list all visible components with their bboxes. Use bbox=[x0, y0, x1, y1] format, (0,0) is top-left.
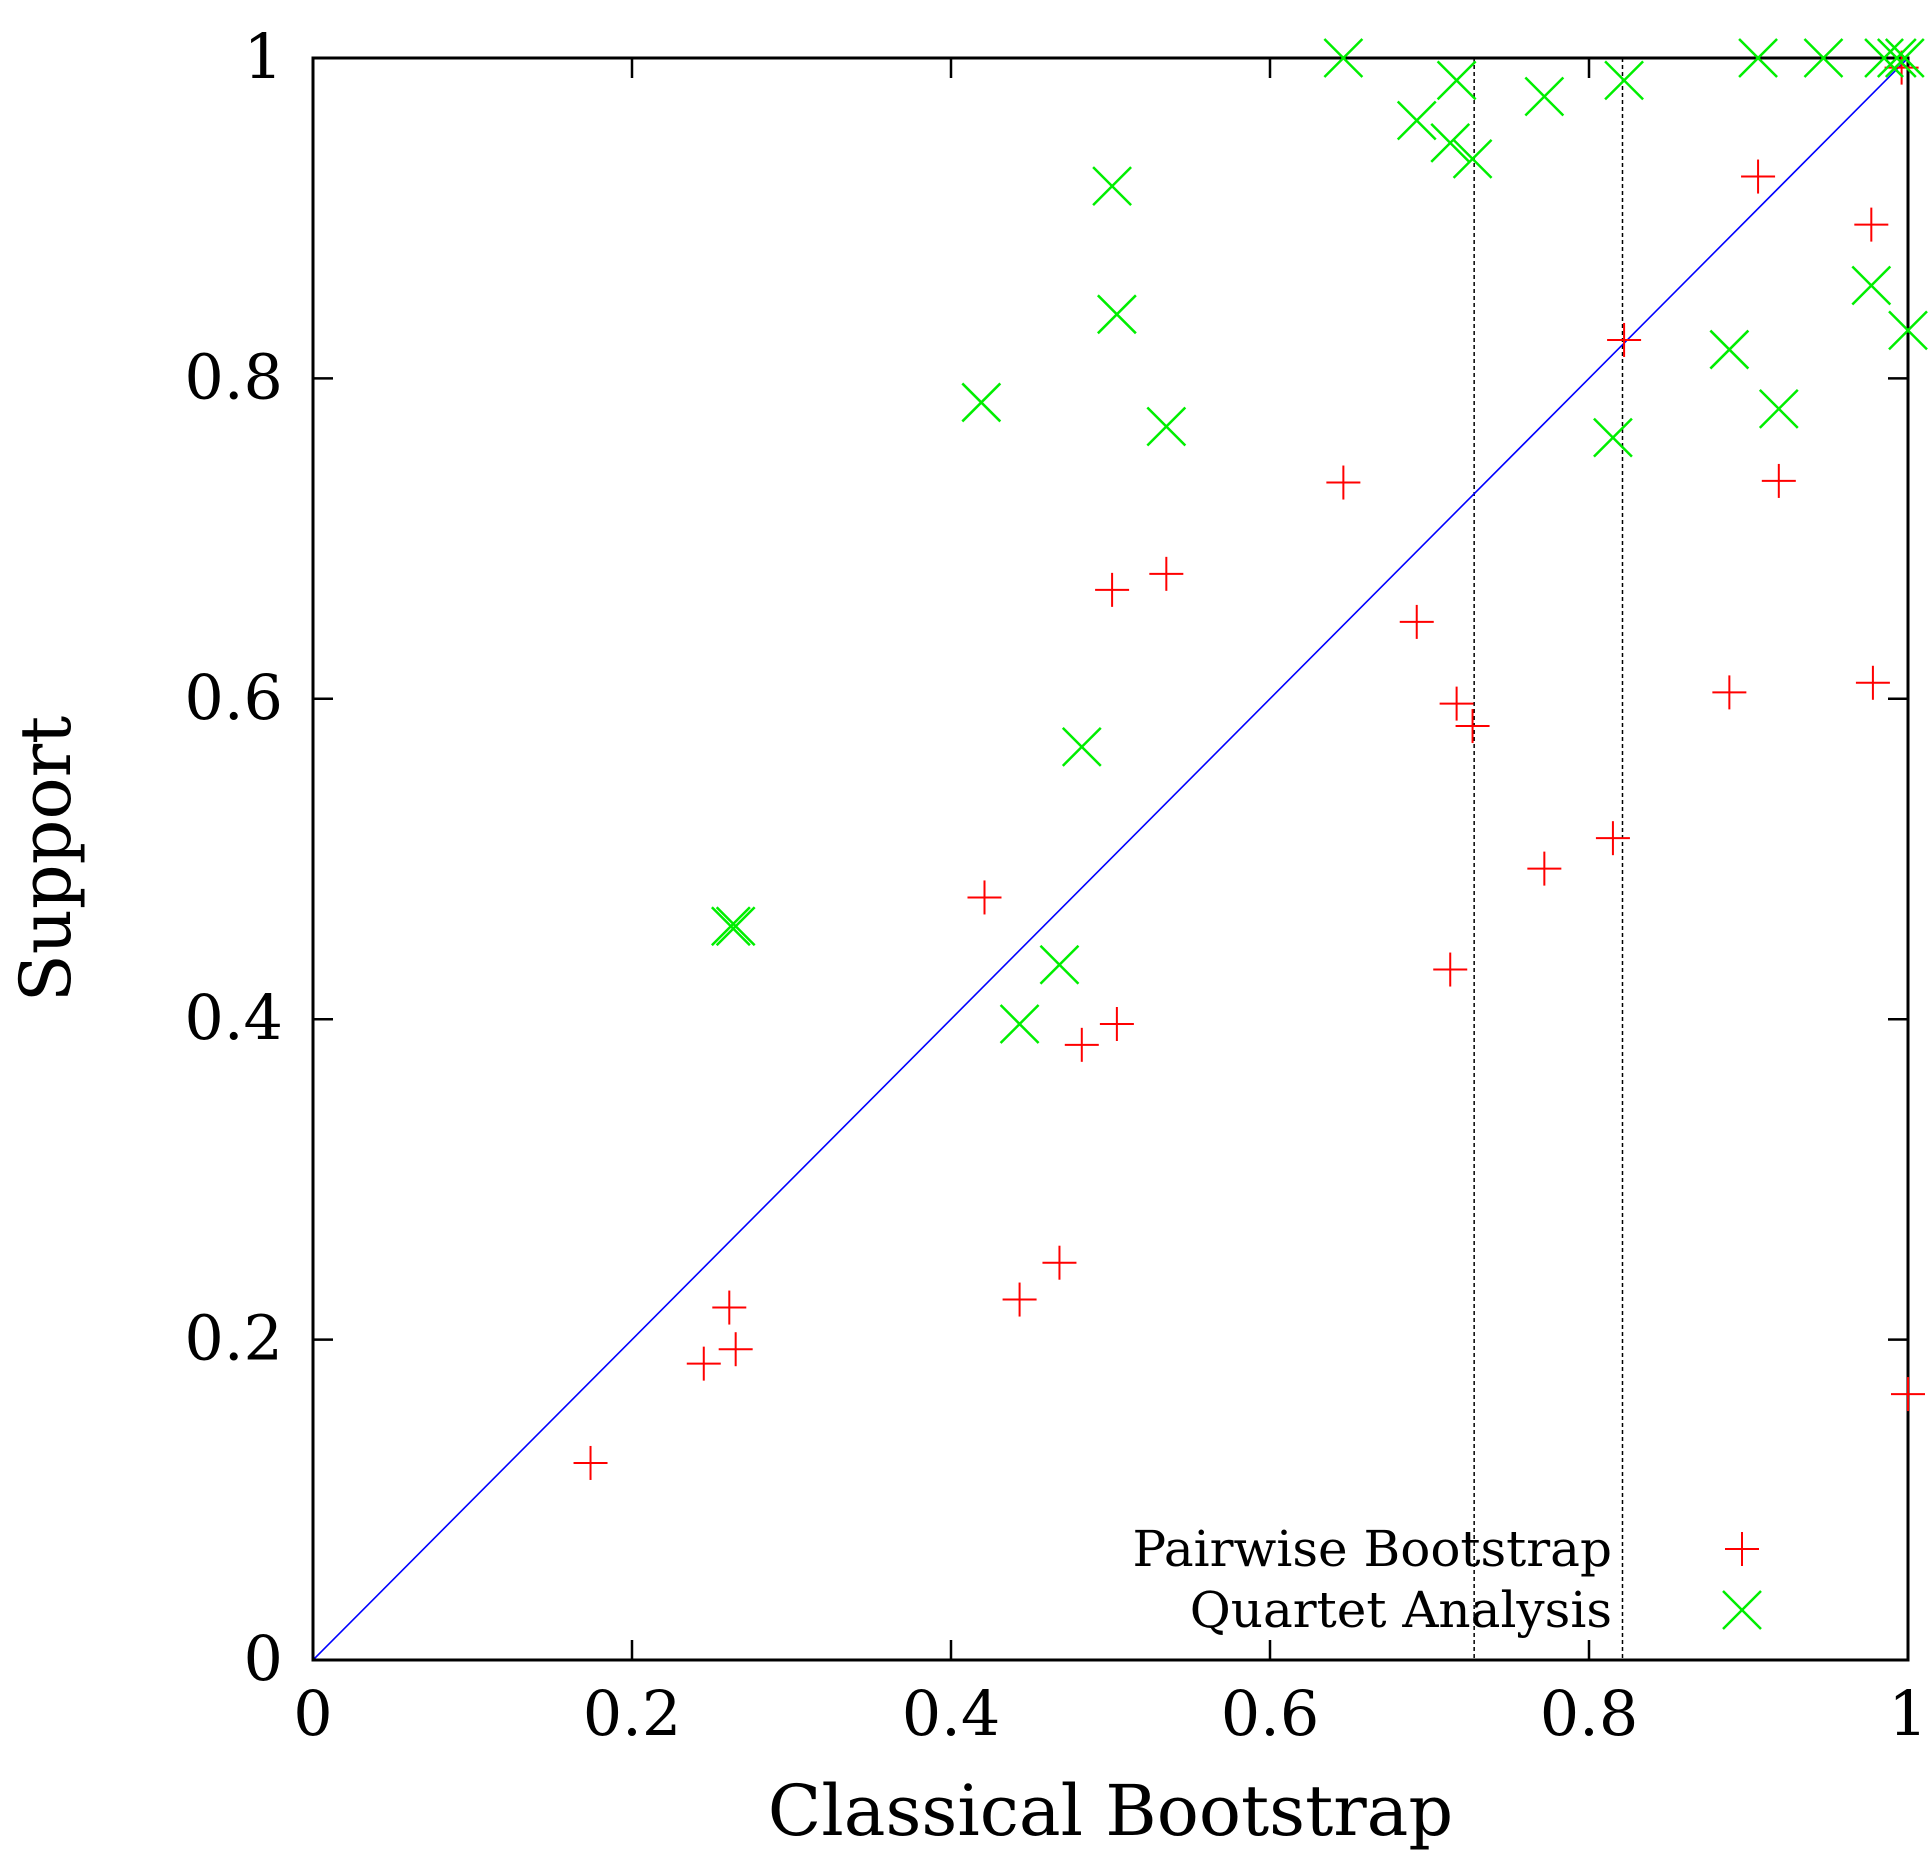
pairwise-bootstrap-point bbox=[1527, 851, 1562, 886]
pairwise-bootstrap-point bbox=[1595, 821, 1630, 856]
quartet-analysis-point bbox=[1604, 60, 1644, 101]
quartet-analysis-point bbox=[1864, 38, 1904, 78]
pairwise-bootstrap-point bbox=[967, 880, 1002, 915]
pairwise-bootstrap-point bbox=[686, 1346, 721, 1381]
y-tick-label: 0.8 bbox=[184, 340, 283, 413]
x-tick-label: 0.4 bbox=[902, 1677, 1001, 1750]
quartet-analysis-point bbox=[1851, 265, 1892, 306]
x-tick-label: 0.8 bbox=[1540, 1677, 1639, 1750]
quartet-analysis-point bbox=[1396, 100, 1437, 141]
y-axis-label: Support bbox=[5, 716, 87, 1002]
pairwise-bootstrap-point bbox=[712, 1290, 747, 1325]
legend-swatch-cross bbox=[1722, 1590, 1762, 1630]
quartet-analysis-point bbox=[1524, 76, 1565, 117]
x-tick-label: 0.6 bbox=[1221, 1677, 1320, 1750]
pairwise-bootstrap-point bbox=[1439, 686, 1474, 721]
x-axis-label: Classical Bootstrap bbox=[768, 1770, 1453, 1852]
pairwise-bootstrap-point bbox=[1455, 709, 1490, 744]
quartet-analysis-point bbox=[961, 382, 1002, 423]
pairwise-bootstrap-point bbox=[1433, 952, 1468, 987]
y-tick-label: 0.4 bbox=[184, 981, 283, 1054]
quartet-analysis-point bbox=[1323, 38, 1364, 78]
tick-layer: 0 0.2 0.4 0.6 0.8 1 0 0.2 0.4 0.6 0.8 1 bbox=[184, 20, 1927, 1750]
quartet-analysis-point bbox=[1061, 726, 1102, 767]
y-tick-label: 0.6 bbox=[184, 661, 283, 734]
quartet-analysis-point bbox=[1738, 38, 1778, 78]
quartet-analysis-point bbox=[1436, 60, 1477, 101]
pairwise-bootstrap-point bbox=[1855, 665, 1890, 700]
quartet-analysis-point bbox=[711, 906, 751, 947]
pairwise-bootstrap-point bbox=[1042, 1245, 1077, 1280]
pairwise-bootstrap-point bbox=[1064, 1027, 1099, 1062]
quartet-analysis-point bbox=[1092, 166, 1132, 207]
pairwise-bootstrap-point bbox=[1149, 556, 1184, 591]
quartet-analysis-point bbox=[1884, 38, 1925, 78]
quartet-analysis-point bbox=[999, 1004, 1040, 1044]
legend-swatch-plus bbox=[1725, 1532, 1759, 1566]
quartet-analysis-point bbox=[1039, 944, 1080, 985]
quartet-analysis-point bbox=[1430, 123, 1471, 163]
legend-label: Quartet Analysis bbox=[1190, 1581, 1612, 1639]
pairwise-bootstrap-point bbox=[1002, 1282, 1037, 1317]
pairwise-bootstrap-point bbox=[1099, 1007, 1134, 1042]
points-layer bbox=[573, 38, 1928, 1480]
y-tick-label: 1 bbox=[244, 20, 283, 93]
quartet-analysis-point bbox=[1709, 329, 1750, 370]
quartet-analysis-point bbox=[1758, 388, 1799, 429]
pairwise-bootstrap-point bbox=[1095, 572, 1130, 607]
quartet-analysis-point bbox=[1593, 417, 1633, 458]
plot-frame-layer bbox=[311, 56, 1910, 1662]
pairwise-bootstrap-point bbox=[718, 1332, 753, 1367]
y-tick-label: 0 bbox=[244, 1622, 283, 1695]
diagonal-reference-line bbox=[312, 57, 1909, 1661]
quartet-analysis-point bbox=[715, 906, 756, 947]
legend-label: Pairwise Bootstrap bbox=[1132, 1520, 1612, 1578]
quartet-analysis-point bbox=[1803, 38, 1844, 78]
quartet-analysis-point bbox=[1146, 406, 1187, 447]
pairwise-bootstrap-point bbox=[1399, 604, 1434, 639]
pairwise-bootstrap-point bbox=[1854, 207, 1889, 242]
x-tick-label: 0 bbox=[293, 1677, 332, 1750]
quartet-analysis-point bbox=[1096, 294, 1137, 335]
pairwise-bootstrap-point bbox=[1741, 159, 1776, 194]
y-tick-label: 0.2 bbox=[184, 1302, 283, 1375]
quartet-analysis-point bbox=[1876, 38, 1917, 78]
x-tick-label: 1 bbox=[1888, 1677, 1927, 1750]
pairwise-bootstrap-point bbox=[1891, 1377, 1925, 1412]
reference-lines-layer bbox=[312, 57, 1909, 1661]
pairwise-bootstrap-point bbox=[1607, 322, 1642, 357]
pairwise-bootstrap-point bbox=[1326, 465, 1361, 500]
plot-frame bbox=[311, 56, 1910, 1662]
pairwise-bootstrap-point bbox=[573, 1445, 608, 1480]
pairwise-bootstrap-point bbox=[1761, 463, 1796, 498]
quartet-analysis-point bbox=[1452, 139, 1493, 179]
x-tick-label: 0.2 bbox=[583, 1677, 682, 1750]
quartet-analysis-point bbox=[1888, 310, 1928, 351]
pairwise-bootstrap-point bbox=[1712, 675, 1747, 710]
